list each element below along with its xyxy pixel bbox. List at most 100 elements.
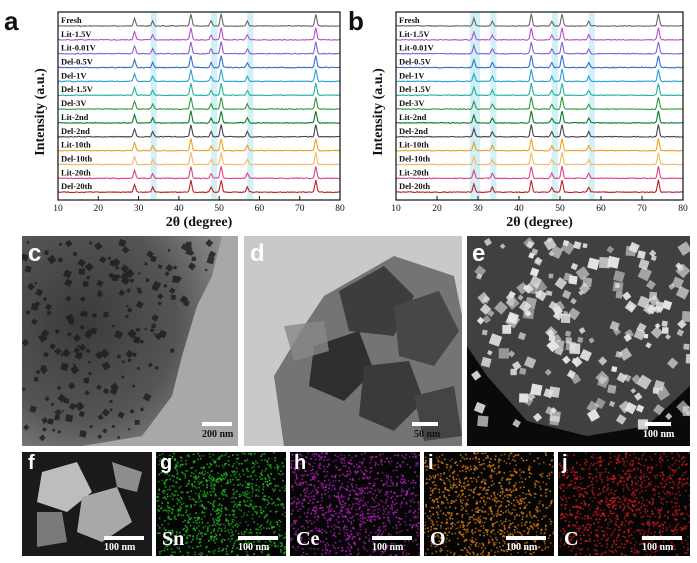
signal-pixel bbox=[427, 466, 429, 468]
signal-pixel bbox=[582, 507, 584, 510]
signal-pixel bbox=[302, 482, 305, 484]
signal-pixel bbox=[461, 456, 464, 459]
signal-pixel bbox=[263, 499, 266, 502]
signal-pixel bbox=[610, 520, 613, 522]
signal-pixel bbox=[634, 482, 637, 484]
signal-pixel bbox=[414, 482, 417, 484]
signal-pixel bbox=[276, 510, 278, 513]
signal-pixel bbox=[316, 507, 318, 510]
signal-pixel bbox=[199, 541, 202, 543]
signal-pixel bbox=[212, 518, 214, 520]
signal-pixel bbox=[345, 550, 347, 553]
signal-pixel bbox=[405, 453, 407, 456]
signal-pixel bbox=[648, 477, 650, 480]
signal-pixel bbox=[607, 504, 610, 506]
signal-pixel bbox=[619, 498, 621, 500]
signal-pixel bbox=[292, 488, 294, 491]
signal-pixel bbox=[251, 514, 254, 516]
panel-label-e: e bbox=[472, 240, 486, 267]
signal-pixel bbox=[317, 542, 319, 544]
signal-pixel bbox=[268, 546, 271, 549]
signal-pixel bbox=[190, 475, 192, 477]
signal-pixel bbox=[214, 518, 217, 521]
signal-pixel bbox=[217, 520, 219, 523]
signal-pixel bbox=[579, 534, 581, 537]
signal-pixel bbox=[180, 514, 183, 517]
nanoparticle bbox=[151, 255, 157, 262]
signal-pixel bbox=[248, 482, 250, 485]
signal-pixel bbox=[439, 496, 441, 499]
signal-pixel bbox=[683, 456, 686, 459]
signal-pixel bbox=[650, 458, 653, 461]
signal-pixel bbox=[337, 492, 340, 494]
signal-pixel bbox=[163, 540, 166, 543]
signal-pixel bbox=[360, 520, 362, 522]
signal-pixel bbox=[238, 503, 241, 506]
signal-pixel bbox=[328, 552, 331, 555]
signal-pixel bbox=[180, 491, 183, 494]
nanoparticle bbox=[549, 415, 560, 426]
signal-pixel bbox=[253, 463, 256, 465]
signal-pixel bbox=[469, 548, 472, 550]
signal-pixel bbox=[293, 467, 295, 470]
signal-pixel bbox=[652, 512, 654, 515]
signal-pixel bbox=[373, 500, 376, 503]
signal-pixel bbox=[233, 501, 235, 503]
signal-pixel bbox=[601, 512, 604, 514]
xrd-trace-del-1-5v bbox=[395, 82, 684, 97]
signal-pixel bbox=[362, 490, 364, 492]
signal-pixel bbox=[563, 474, 566, 477]
signal-pixel bbox=[184, 519, 186, 522]
nanoparticle bbox=[479, 303, 492, 315]
signal-pixel bbox=[267, 463, 269, 466]
signal-pixel bbox=[250, 503, 253, 506]
signal-pixel bbox=[260, 528, 262, 531]
element-label-o: O bbox=[430, 528, 446, 550]
signal-pixel bbox=[461, 485, 463, 488]
signal-pixel bbox=[479, 534, 481, 536]
signal-pixel bbox=[160, 506, 163, 509]
signal-pixel bbox=[262, 498, 264, 500]
signal-pixel bbox=[321, 497, 324, 499]
signal-pixel bbox=[565, 487, 568, 489]
signal-pixel bbox=[680, 481, 683, 484]
signal-pixel bbox=[198, 483, 200, 486]
signal-pixel bbox=[472, 551, 475, 554]
signal-pixel bbox=[166, 460, 169, 463]
signal-pixel bbox=[548, 504, 551, 507]
signal-pixel bbox=[534, 486, 536, 488]
signal-pixel bbox=[409, 509, 411, 512]
signal-pixel bbox=[216, 510, 218, 513]
signal-pixel bbox=[569, 509, 571, 512]
signal-pixel bbox=[191, 466, 194, 469]
signal-pixel bbox=[619, 539, 621, 542]
signal-pixel bbox=[574, 554, 577, 556]
signal-pixel bbox=[651, 540, 653, 542]
signal-pixel bbox=[649, 483, 652, 486]
signal-pixel bbox=[365, 470, 368, 473]
signal-pixel bbox=[604, 551, 607, 554]
nanoparticle bbox=[662, 299, 673, 311]
nanoparticle bbox=[49, 343, 56, 350]
signal-pixel bbox=[459, 479, 462, 482]
signal-pixel bbox=[280, 503, 283, 505]
signal-pixel bbox=[661, 474, 664, 476]
signal-pixel bbox=[625, 473, 628, 475]
signal-pixel bbox=[650, 497, 653, 499]
signal-pixel bbox=[568, 483, 571, 486]
nanoparticle bbox=[507, 350, 516, 358]
nanoparticle bbox=[666, 357, 679, 369]
signal-pixel bbox=[243, 499, 245, 502]
nanoparticle bbox=[519, 367, 527, 375]
signal-pixel bbox=[248, 505, 250, 508]
signal-pixel bbox=[597, 521, 600, 524]
signal-pixel bbox=[635, 504, 638, 506]
signal-pixel bbox=[533, 540, 536, 542]
signal-pixel bbox=[459, 498, 462, 501]
signal-pixel bbox=[621, 458, 624, 460]
signal-pixel bbox=[315, 476, 317, 479]
signal-pixel bbox=[581, 525, 584, 528]
series-label: Del-1V bbox=[399, 70, 425, 80]
signal-pixel bbox=[410, 500, 412, 503]
signal-pixel bbox=[295, 530, 297, 533]
